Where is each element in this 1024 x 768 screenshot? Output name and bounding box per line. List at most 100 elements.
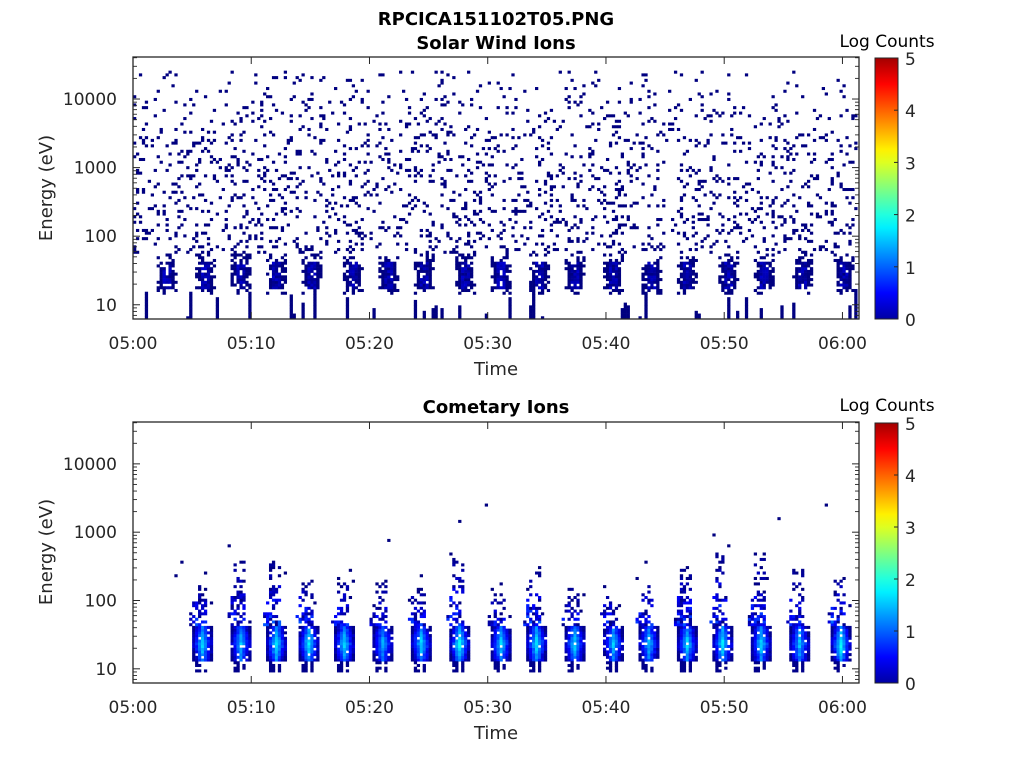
spectrogram-cell (381, 612, 385, 616)
spectrogram-cell (756, 155, 760, 159)
spectrogram-cell (673, 223, 678, 227)
spectrogram-cell (289, 297, 293, 301)
spectrogram-cell (280, 275, 285, 279)
spectrogram-cell (644, 617, 648, 621)
spectrogram-cell (727, 264, 731, 268)
spectrogram-cell (289, 299, 293, 303)
spectrogram-cell (407, 106, 412, 110)
spectrogram-cell (339, 658, 344, 662)
spectrogram-cell (608, 663, 613, 667)
spectrogram-cell (469, 256, 474, 260)
spectrogram-cell (455, 634, 459, 638)
spectrogram-cell (316, 628, 320, 632)
spectrogram-cell (685, 634, 690, 638)
spectrogram-cell (251, 188, 255, 192)
spectrogram-cell (792, 275, 796, 279)
spectrogram-cell (257, 174, 261, 178)
spectrogram-cell (372, 615, 376, 619)
spectrogram-cell (839, 114, 843, 118)
spectrogram-cell (490, 620, 494, 624)
spectrogram-cell (730, 127, 734, 131)
spectrogram-cell (750, 220, 755, 224)
spectrogram-cell (410, 639, 415, 643)
spectrogram-cell (774, 136, 778, 140)
spectrogram-cell (209, 278, 214, 282)
spectrogram-cell (342, 650, 347, 654)
spectrogram-cell (502, 655, 506, 659)
spectrogram-cell (203, 174, 208, 178)
spectrogram-cell (493, 182, 497, 186)
spectrogram-cell (162, 269, 166, 273)
spectrogram-cell (490, 644, 494, 648)
spectrogram-cell (697, 313, 701, 317)
spectrogram-cell (195, 669, 199, 673)
spectrogram-cell (464, 634, 468, 638)
spectrogram-cell (490, 650, 494, 654)
spectrogram-cell (298, 650, 302, 654)
spectrogram-cell (372, 631, 376, 635)
spectrogram-cell (806, 179, 811, 183)
spectrogram-cell (679, 283, 684, 287)
spectrogram-cell (407, 157, 412, 162)
spectrogram-cell (277, 650, 282, 654)
spectrogram-cell (280, 209, 285, 213)
spectrogram-cell (585, 207, 589, 211)
spectrogram-cell (724, 283, 728, 287)
spectrogram-cell (502, 628, 506, 632)
spectrogram-cell (650, 286, 654, 290)
spectrogram-cell (268, 653, 273, 657)
spectrogram-cell (206, 278, 211, 282)
spectrogram-cell (248, 658, 252, 662)
spectrogram-cell (694, 114, 698, 118)
spectrogram-cell (691, 655, 695, 659)
spectrogram-cell (620, 631, 624, 635)
spectrogram-cell (671, 127, 675, 131)
spectrogram-cell (691, 642, 695, 646)
spectrogram-cell (549, 185, 554, 189)
spectrogram-cell (597, 127, 601, 131)
spectrogram-cell (570, 655, 574, 659)
spectrogram-cell (502, 269, 506, 273)
spectrogram-cell (854, 308, 858, 312)
spectrogram-cell (410, 198, 415, 202)
spectrogram-cell (458, 642, 462, 646)
spectrogram-cell (153, 242, 157, 246)
spectrogram-cell (490, 587, 494, 591)
spectrogram-cell (567, 647, 571, 651)
spectrogram-cell (520, 157, 524, 162)
spectrogram-cell (718, 193, 722, 197)
spectrogram-cell (529, 283, 533, 287)
spectrogram-cell (277, 644, 282, 648)
spectrogram-cell (579, 639, 583, 643)
spectrogram-cell (464, 264, 468, 268)
spectrogram-cell (428, 647, 432, 651)
spectrogram-cell (490, 209, 494, 213)
spectrogram-cell (712, 193, 716, 197)
spectrogram-cell (280, 639, 285, 643)
spectrogram-cell (641, 661, 645, 665)
spectrogram-cell (277, 598, 282, 602)
spectrogram-cell (617, 193, 622, 197)
spectrogram-cell (694, 625, 698, 629)
spectrogram-cell (301, 291, 305, 295)
spectrogram-cell (537, 596, 542, 600)
spectrogram-cell (268, 661, 273, 665)
spectrogram-cell (605, 650, 610, 654)
spectrogram-cell (455, 669, 459, 673)
spectrogram-cell (647, 598, 651, 602)
spectrogram-cell (189, 308, 193, 312)
spectrogram-cell (730, 275, 734, 279)
spectrogram-cell (570, 269, 574, 273)
spectrogram-cell (532, 275, 536, 279)
spectrogram-cell (200, 288, 205, 293)
spectrogram-cell (342, 256, 347, 260)
spectrogram-cell (266, 291, 270, 295)
spectrogram-cell (806, 261, 811, 265)
spectrogram-cell (573, 628, 577, 632)
spectrogram-cell (597, 198, 601, 202)
spectrogram-cell (236, 655, 240, 659)
spectrogram-cell (650, 264, 654, 268)
spectrogram-cell (532, 644, 536, 648)
spectrogram-cell (603, 215, 607, 219)
spectrogram-cell (200, 231, 205, 235)
